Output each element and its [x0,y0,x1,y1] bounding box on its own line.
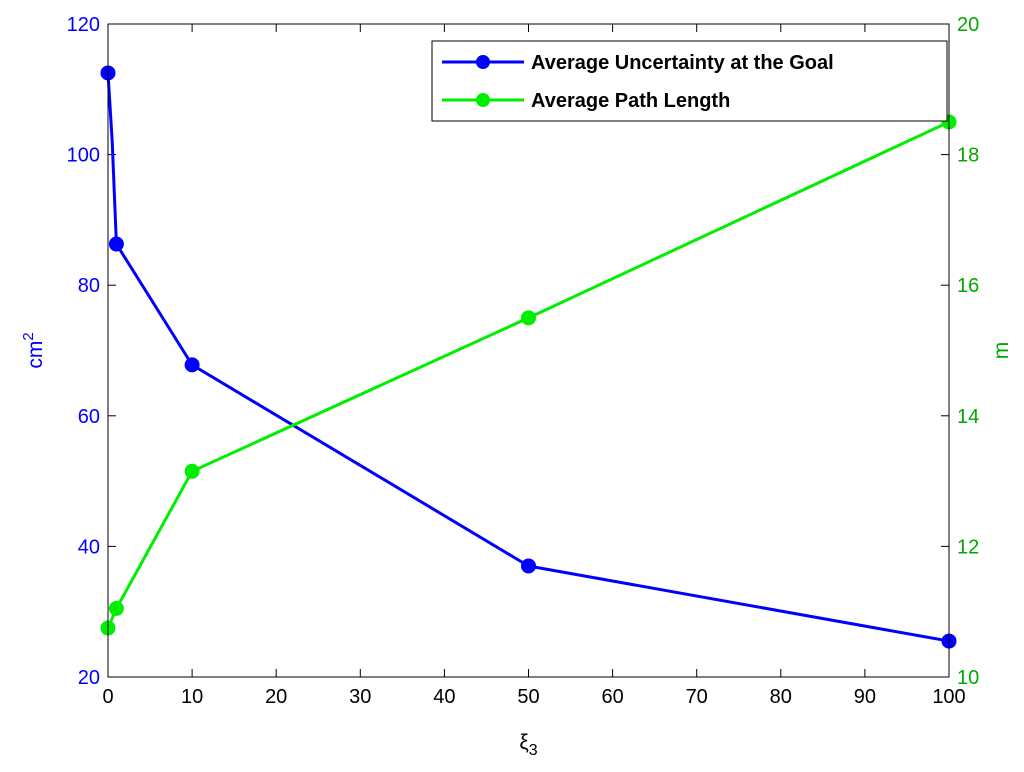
series-point-1 [108,600,124,616]
y-left-tick-label: 100 [67,145,100,167]
y-right-tick-label: 14 [957,406,979,428]
x-tick-label: 90 [854,686,876,708]
legend: Average Uncertainty at the Goal Average P… [431,40,948,122]
legend-box [431,40,948,122]
x-tick-label: 10 [181,686,203,708]
y-left-tick-label: 60 [78,406,100,428]
y-right-tick-label: 12 [957,536,979,558]
x-tick-label: 100 [932,686,965,708]
y-left-tick-label: 20 [78,667,100,689]
y-axis-right-label: m [990,342,1013,360]
legend-marker-0 [476,55,490,69]
series-line-0 [106,72,950,643]
y-left-tick-label: 120 [67,14,100,36]
x-tick-label: 40 [433,686,455,708]
legend-marker-1 [476,93,490,107]
legend-label-1: Average Path Length [531,90,730,112]
series-point-0 [184,357,200,373]
legend-entries: Average Uncertainty at the Goal Average P… [442,52,834,112]
ticks-layer: 0 10 20 30 40 50 60 70 80 90 100 20 40 60 80 100 120 10 12… [67,14,980,708]
legend-label-0: Average Uncertainty at the Goal [531,52,834,74]
y-right-tick-label: 16 [957,275,979,297]
x-tick-label: 0 [102,686,113,708]
x-tick-label: 80 [770,686,792,708]
x-tick-label: 20 [265,686,287,708]
y-right-tick-label: 10 [957,667,979,689]
x-tick-label: 50 [517,686,539,708]
y-left-tick-label: 80 [78,275,100,297]
series-point-1 [521,310,536,326]
y-right-tick-label: 18 [957,145,979,167]
y-axis-left-label: cm2 [20,332,47,368]
series-point-0 [521,558,536,574]
x-tick-label: 30 [349,686,371,708]
y-left-tick-label: 40 [78,536,100,558]
y-right-tick-label: 20 [957,14,979,36]
x-axis-label: ξ3 [519,731,537,759]
series-point-1 [184,463,200,479]
x-tick-label: 70 [686,686,708,708]
plot-area-frame [107,23,950,678]
series-point-0 [108,236,124,252]
x-tick-label: 60 [601,686,623,708]
